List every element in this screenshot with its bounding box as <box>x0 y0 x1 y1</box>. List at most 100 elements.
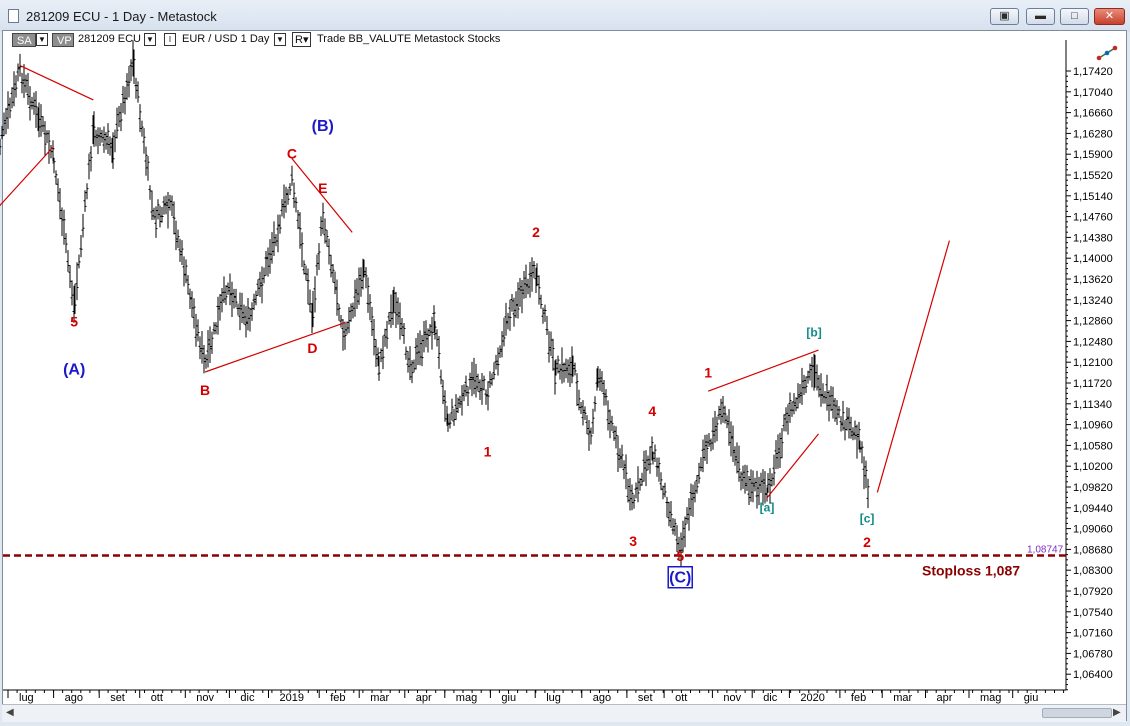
price-bar <box>454 394 458 421</box>
price-bar <box>100 129 104 143</box>
price-bar <box>784 407 788 432</box>
price-bar <box>374 339 378 367</box>
price-bar <box>2 112 6 137</box>
price-bar <box>202 344 206 374</box>
price-bar <box>142 128 146 154</box>
scroll-thumb[interactable] <box>1042 708 1112 718</box>
x-tick-label: mar <box>893 692 912 704</box>
price-bar <box>47 130 51 164</box>
wave-label: E <box>318 180 327 196</box>
restore-down-button[interactable]: ▣ <box>990 8 1019 25</box>
price-bar <box>524 264 528 299</box>
price-bar <box>341 319 345 351</box>
x-tick-label: lug <box>546 692 561 704</box>
x-tick-label: 2020 <box>800 692 824 704</box>
price-bar <box>721 395 725 423</box>
horizontal-scrollbar[interactable]: ◀ ▶ <box>2 704 1126 722</box>
vp-badge[interactable]: VP <box>52 33 74 47</box>
price-bar <box>763 471 767 504</box>
price-bar <box>766 473 770 493</box>
price-bar <box>604 389 608 406</box>
close-button[interactable]: ✕ <box>1094 8 1125 25</box>
drawing-tools-icon[interactable] <box>1096 44 1118 62</box>
price-bar <box>144 146 148 176</box>
period-dropdown[interactable]: ▼ <box>274 33 286 46</box>
price-bar <box>60 207 64 237</box>
price-bar <box>136 81 140 103</box>
x-tick-label: feb <box>851 692 866 704</box>
price-bar <box>770 473 774 487</box>
y-tick-label: 1,06400 <box>1073 669 1113 681</box>
price-bar <box>288 183 292 196</box>
period-selector[interactable]: I <box>164 33 176 46</box>
price-bar <box>551 338 555 371</box>
price-bar <box>282 184 286 219</box>
price-bar <box>450 398 454 421</box>
symbol-dropdown[interactable]: ▼ <box>144 33 156 46</box>
price-bar <box>753 477 757 492</box>
wave-label: (C) <box>669 570 691 587</box>
price-bar <box>258 271 262 298</box>
wave-label: [b] <box>806 325 821 339</box>
price-bar <box>426 328 430 353</box>
price-bar <box>52 157 56 174</box>
sa-badge[interactable]: SA <box>12 33 36 47</box>
price-bar <box>562 362 566 383</box>
price-bar <box>402 323 406 344</box>
scroll-left-icon[interactable]: ◀ <box>6 707 14 718</box>
r-dropdown[interactable]: R▾ <box>292 32 312 47</box>
price-bar <box>843 420 847 441</box>
price-bar <box>246 297 250 331</box>
price-bar <box>717 405 721 420</box>
wave-label: 2 <box>863 534 871 550</box>
price-bar <box>160 207 164 223</box>
scroll-right-icon[interactable]: ▶ <box>1113 707 1121 718</box>
price-bar <box>329 254 333 278</box>
price-bar <box>790 401 794 417</box>
y-tick-label: 1,16660 <box>1073 108 1113 120</box>
price-bar <box>778 432 782 469</box>
price-bar <box>729 421 733 457</box>
price-bar <box>691 484 695 517</box>
minimize-button[interactable]: ▬ <box>1026 8 1055 25</box>
price-bar <box>651 451 655 465</box>
price-bar <box>87 153 91 180</box>
price-bar <box>266 247 270 277</box>
maximize-button[interactable]: □ <box>1060 8 1089 25</box>
wave-label: (A) <box>63 362 85 379</box>
price-bar <box>841 400 845 431</box>
x-tick-label: giu <box>1024 692 1039 704</box>
price-bar <box>111 132 115 169</box>
price-bar <box>804 376 808 394</box>
sa-dropdown[interactable]: ▼ <box>36 33 48 46</box>
price-bar <box>622 460 626 480</box>
price-bar <box>68 265 72 289</box>
wave-label-box <box>667 565 693 589</box>
price-bar <box>172 201 176 235</box>
price-bar <box>206 330 210 368</box>
price-bar <box>798 384 802 404</box>
price-bar <box>34 91 38 128</box>
price-bar <box>638 478 642 491</box>
price-bar <box>113 129 117 153</box>
price-bar <box>508 299 512 331</box>
price-bar <box>532 261 536 279</box>
wave-label: [c] <box>860 512 875 526</box>
x-tick-label: giu <box>501 692 516 704</box>
price-bar <box>184 259 188 284</box>
price-bar <box>624 454 628 490</box>
price-bar <box>394 291 398 329</box>
price-bar <box>541 307 545 324</box>
y-tick-label: 1,09060 <box>1073 524 1113 536</box>
price-bar <box>359 267 363 297</box>
price-bar <box>292 182 296 208</box>
price-bar <box>327 238 331 265</box>
price-bar <box>298 212 302 249</box>
price-bar <box>847 407 851 439</box>
price-bar <box>788 392 792 423</box>
price-bar <box>657 457 661 482</box>
price-bar <box>49 144 53 159</box>
price-bar <box>618 448 622 469</box>
price-bar <box>600 371 604 393</box>
